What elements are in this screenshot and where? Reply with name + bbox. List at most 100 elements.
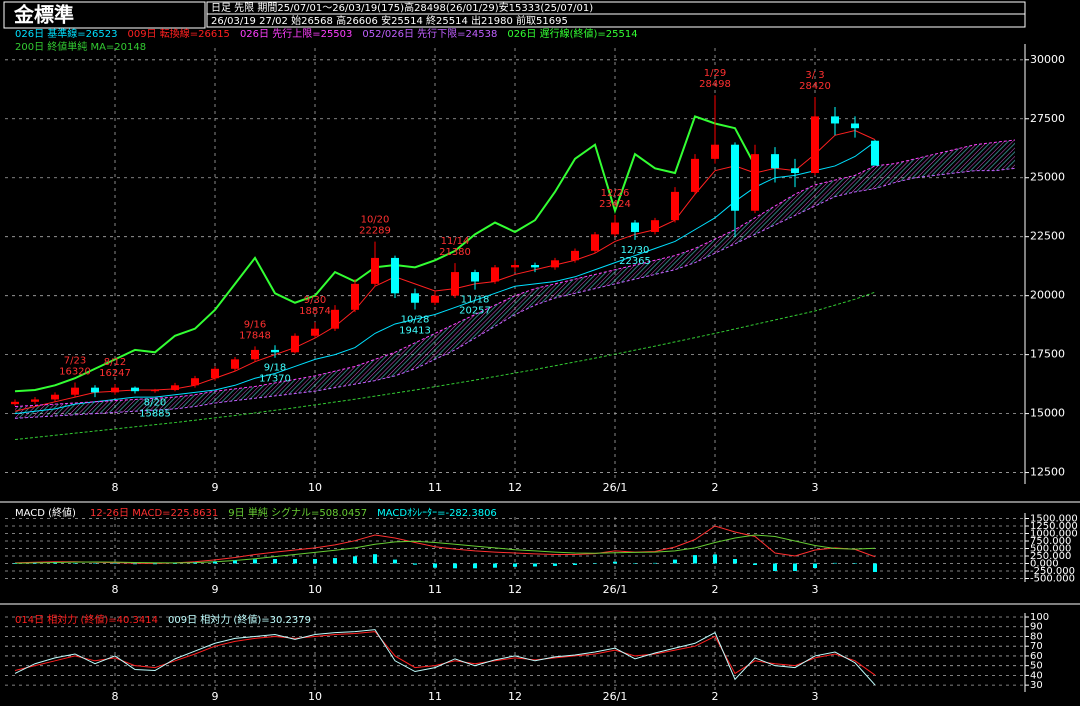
y-tick-label: 1500.000 [1030, 514, 1078, 525]
annotation-date: 11/18 [461, 295, 490, 306]
candle-body [31, 399, 39, 402]
annotation-date: 10/20 [361, 215, 390, 226]
candle-body [691, 158, 699, 192]
series-line [14, 629, 876, 686]
annotation-value: 20257 [459, 306, 491, 317]
annotation-date: 1/29 [704, 68, 726, 79]
candle-body [631, 222, 639, 232]
y-tick-label: 500.000 [1030, 544, 1071, 555]
candle-body [371, 257, 379, 284]
x-tick-label: 12 [508, 481, 522, 494]
histogram-bar [813, 563, 817, 568]
annotation-date: 10/28 [401, 315, 430, 326]
y-tick-label: 60 [1030, 651, 1043, 662]
candle-body [251, 349, 259, 360]
y-tick-label: 30 [1030, 680, 1043, 691]
candle-body [711, 144, 719, 159]
series-line [14, 115, 756, 393]
y-tick-label: 80 [1030, 631, 1043, 642]
candle-body [831, 116, 839, 124]
candle-body [811, 116, 819, 174]
annotation-date: 3/ 3 [805, 70, 824, 81]
legend-entry: 052/026日 先行下限=24538 [362, 27, 497, 40]
candle-body [311, 328, 319, 336]
histogram-bar [413, 563, 417, 565]
x-tick-label: 2 [712, 583, 719, 596]
candle-body [231, 359, 239, 369]
y-tick-label: 90 [1030, 622, 1043, 633]
histogram-bar [113, 563, 117, 564]
histogram-bar [253, 559, 257, 564]
histogram-bar [153, 563, 157, 565]
legend-entry: 026日 基準線=26523 [15, 27, 117, 40]
annotation-value: 18874 [299, 306, 331, 317]
x-tick-label: 26/1 [603, 583, 628, 596]
series-line [14, 291, 876, 441]
annotation-value: 22365 [619, 256, 651, 267]
candle-body [71, 387, 79, 395]
x-tick-label: 9 [212, 583, 219, 596]
histogram-bar [733, 559, 737, 564]
candle-body [471, 272, 479, 282]
candle-body [611, 222, 619, 235]
histogram-bar [33, 562, 37, 564]
candle-body [791, 168, 799, 174]
histogram-bar [613, 561, 617, 564]
legend-entry: 014日 相対力 (終値)=40.3414 [15, 613, 158, 626]
histogram-bar [53, 562, 57, 564]
annotation-value: 22289 [359, 226, 391, 237]
annotation-value: 19413 [399, 326, 431, 337]
x-tick-label: 3 [812, 690, 819, 703]
histogram-bar [353, 556, 357, 564]
y-tick-label: 1250.000 [1030, 521, 1078, 532]
annotation-value: 17848 [239, 330, 271, 341]
histogram-bar [513, 563, 517, 567]
histogram-bar [553, 563, 557, 566]
y-tick-label: 1000.000 [1030, 529, 1078, 540]
annotation-value: 28420 [799, 81, 831, 92]
x-tick-label: 26/1 [603, 690, 628, 703]
histogram-bar [693, 555, 697, 564]
series-line [14, 167, 1016, 419]
x-tick-label: 10 [308, 481, 322, 494]
histogram-bar [213, 561, 217, 564]
info-line: 26/03/19 27/02 始26568 高26606 安25514 終255… [211, 14, 568, 27]
histogram-bar [793, 563, 797, 571]
candle-body [151, 390, 159, 392]
y-tick-label: 27500 [1030, 112, 1065, 125]
y-tick-label: 40 [1030, 670, 1043, 681]
annotation-value: 15885 [139, 409, 171, 420]
histogram-bar [753, 563, 757, 565]
histogram-bar [873, 563, 877, 572]
series-line [14, 130, 876, 412]
series-line [14, 631, 876, 676]
candle-body [651, 220, 659, 232]
histogram-bar [593, 563, 597, 564]
histogram-bar [833, 562, 837, 564]
annotation-value: 16247 [99, 368, 131, 379]
x-tick-label: 11 [428, 481, 442, 494]
y-tick-label: 50 [1030, 661, 1043, 672]
series-line [14, 534, 876, 564]
candle-body [131, 387, 139, 392]
info-box [206, 13, 1026, 28]
annotation-value: 23424 [599, 199, 631, 210]
x-tick-label: 10 [308, 690, 322, 703]
annotation-value: 21380 [439, 247, 471, 258]
cloud [15, 139, 1015, 419]
y-tick-label: -500.000 [1030, 574, 1075, 585]
histogram-bar [773, 563, 777, 571]
y-tick-label: 250.000 [1030, 551, 1071, 562]
y-tick-label: 20000 [1030, 289, 1065, 302]
candle-body [731, 144, 739, 211]
histogram-bar [653, 562, 657, 564]
series-line [14, 525, 876, 565]
x-tick-label: 3 [812, 481, 819, 494]
x-tick-label: 8 [112, 583, 119, 596]
y-tick-label: 70 [1030, 641, 1043, 652]
series-line [14, 139, 1016, 408]
candle-body [211, 368, 219, 379]
histogram-bar [373, 554, 377, 564]
info-line: 日足 先限 期間25/07/01～26/03/19(175)高28498(26/… [211, 1, 593, 14]
y-tick-label: 750.000 [1030, 536, 1071, 547]
